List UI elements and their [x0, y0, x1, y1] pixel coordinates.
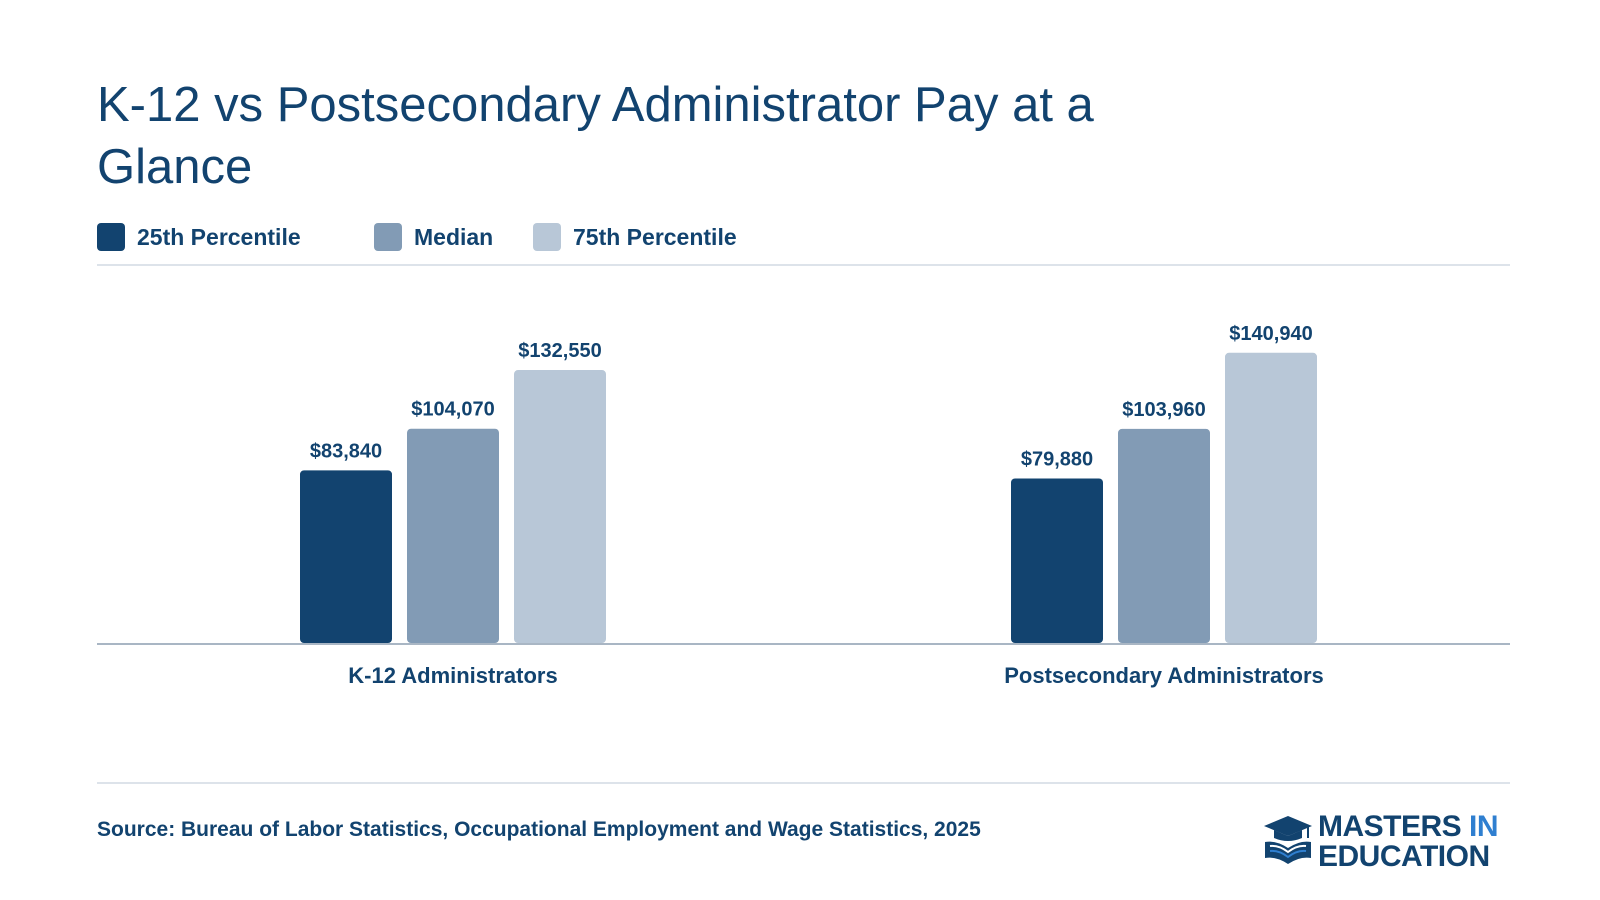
logo-masters: MASTERS	[1318, 810, 1462, 843]
bar-postsecondary-25th	[1011, 478, 1103, 643]
bar-postsecondary-75th	[1225, 352, 1317, 643]
legend-item-median: Median	[374, 223, 533, 251]
legend-item-75th-percentile: 75th Percentile	[533, 223, 737, 251]
bar-k12-median	[407, 428, 499, 643]
data-label-k12-median: $104,070	[411, 399, 494, 421]
logo-in: IN	[1469, 810, 1499, 843]
legend-label-75th: 75th Percentile	[573, 223, 737, 250]
chart-title: K-12 vs Postsecondary Administrator Pay …	[97, 78, 1094, 194]
legend-swatch-25th	[97, 223, 125, 251]
legend-label-25th: 25th Percentile	[137, 223, 301, 250]
bottom-divider	[97, 782, 1510, 784]
legend: 25th Percentile Median 75th Percentile	[97, 222, 737, 252]
graduation-cap-book-icon	[1264, 816, 1312, 864]
data-label-k12-25th: $83,840	[310, 440, 382, 462]
legend-swatch-75th	[533, 223, 561, 251]
data-label-postsecondary-median: $103,960	[1122, 399, 1205, 421]
data-label-k12-75th: $132,550	[518, 340, 601, 362]
brand-logo: MASTERS IN EDUCATION	[1262, 812, 1512, 872]
category-label-k12: K-12 Administrators	[348, 663, 557, 688]
data-label-postsecondary-25th: $79,880	[1021, 449, 1093, 471]
bar-postsecondary-median	[1118, 428, 1210, 643]
data-label-postsecondary-75th: $140,940	[1229, 323, 1312, 345]
logo-education: EDUCATION	[1318, 840, 1490, 873]
category-label-postsecondary: Postsecondary Administrators	[1004, 663, 1324, 688]
legend-item-25th-percentile: 25th Percentile	[97, 223, 374, 251]
bar-k12-75th	[514, 370, 606, 643]
legend-label-median: Median	[414, 223, 494, 250]
logo-wordmark: MASTERS IN EDUCATION	[1318, 810, 1499, 873]
bar-k12-25th	[300, 470, 392, 643]
top-divider	[97, 264, 1510, 266]
legend-swatch-median	[374, 223, 402, 251]
source-note: Source: Bureau of Labor Statistics, Occu…	[97, 818, 981, 841]
